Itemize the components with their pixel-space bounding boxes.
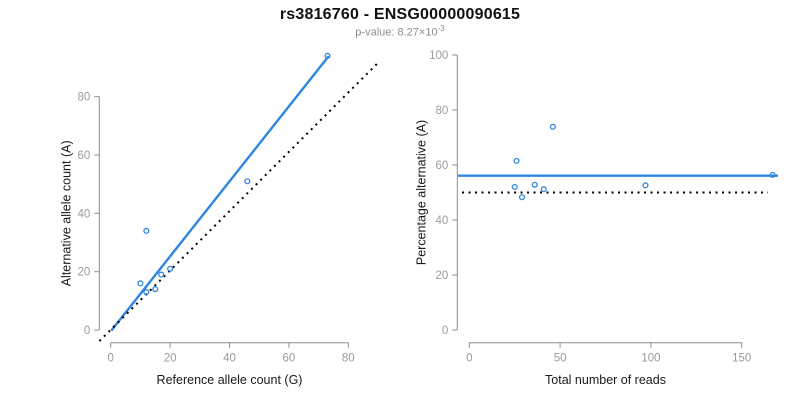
data-point [143, 227, 150, 234]
x-tick-label: 0 [107, 353, 113, 365]
percentage-reads-panel: 0 50 100 150 0 20 40 60 80 100 Total number of rea… [415, 50, 779, 387]
x-tick-label: 150 [732, 353, 751, 365]
y-axis-title: Alternative allele count (A) [60, 140, 74, 286]
x-tick-label: 80 [342, 353, 355, 365]
x-tick-label: 40 [223, 353, 236, 365]
x-tick-label: 0 [466, 353, 472, 365]
x-axis-title: Total number of reads [545, 373, 666, 387]
allele-counts-panel: 0 20 40 60 80 0 20 40 60 80 Reference allele count… [60, 52, 380, 387]
data-point [642, 182, 649, 189]
plot-subtitle: p-value: 8.27×10-3 [0, 24, 800, 39]
data-point [158, 271, 165, 278]
x-tick-label: 60 [283, 353, 296, 365]
data-point [511, 183, 518, 191]
y-tick-label: 80 [436, 105, 449, 117]
data-point [143, 289, 150, 296]
x-tick-label: 50 [554, 353, 567, 365]
p-value-exponent: -3 [437, 24, 445, 33]
y-tick-label: 80 [78, 92, 91, 104]
data-point [549, 123, 556, 130]
data-point [518, 194, 526, 201]
data-point [137, 280, 144, 287]
y-tick-label: 100 [429, 50, 448, 62]
y-tick-label: 20 [78, 267, 91, 279]
data-point [540, 186, 547, 193]
y-axis-title: Percentage alternative (A) [415, 120, 429, 265]
x-tick-label: 20 [164, 353, 177, 365]
data-point [513, 157, 520, 164]
y-tick-label: 20 [436, 270, 449, 282]
plot-title: rs3816760 - ENSG00000090615 [279, 6, 521, 23]
y-tick-label: 60 [78, 150, 91, 162]
data-point [324, 52, 331, 59]
data-point [152, 286, 159, 293]
y-tick-label: 60 [436, 160, 449, 172]
data-point [244, 178, 251, 185]
data-point [531, 181, 538, 188]
p-value-text: p-value: 8.27×10 [355, 26, 438, 39]
data-point [769, 171, 776, 178]
y-tick-label: 0 [442, 325, 448, 337]
y-tick-label: 40 [436, 215, 449, 227]
fit-line [110, 55, 330, 332]
x-tick-label: 100 [641, 353, 660, 365]
data-point [167, 265, 174, 272]
y-tick-label: 40 [78, 208, 91, 220]
x-axis-title: Reference allele count (G) [157, 373, 303, 387]
identity-line [98, 61, 380, 342]
y-tick-label: 0 [84, 325, 90, 337]
